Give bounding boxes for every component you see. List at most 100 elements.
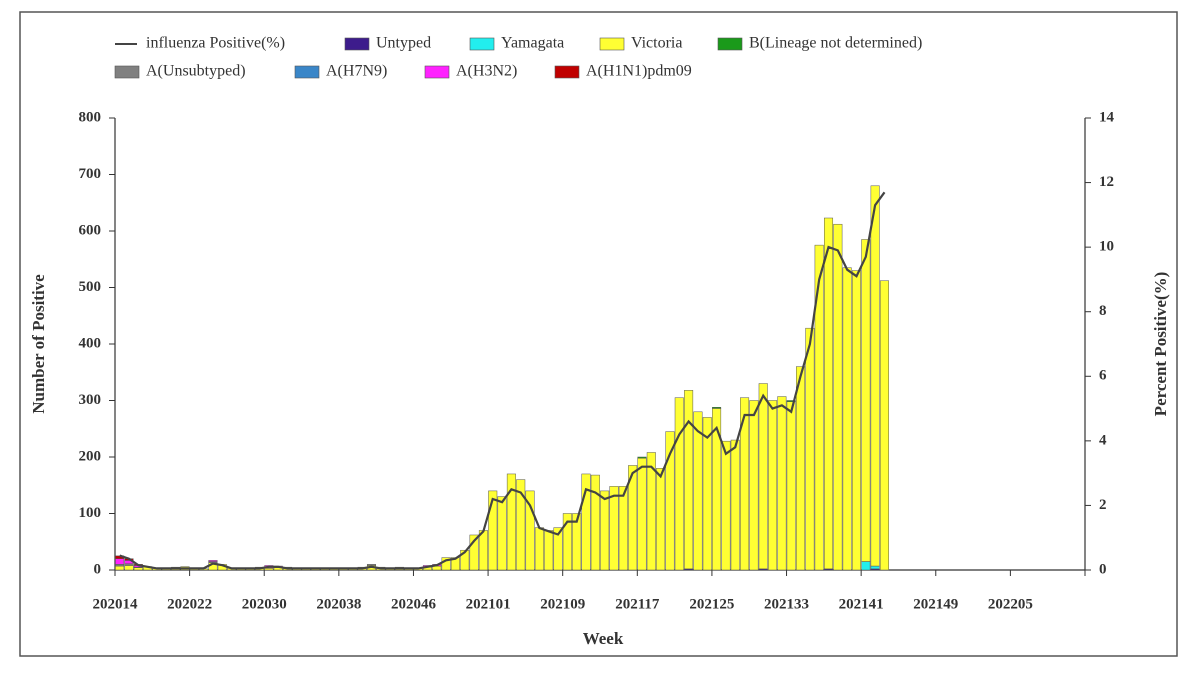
legend-label: A(H3N2) [456, 63, 517, 80]
x-axis-title: Week [583, 629, 624, 648]
bar-segment [600, 490, 610, 571]
bar-segment [786, 401, 796, 571]
x-tick-label: 202205 [988, 596, 1033, 612]
legend-label: Victoria [631, 35, 682, 52]
bar-segment [870, 185, 880, 567]
bar-segment [115, 564, 125, 567]
bar-segment [637, 457, 647, 571]
bar-segment [516, 479, 526, 571]
bar-segment [133, 567, 143, 571]
y-tick-label: 0 [94, 561, 102, 577]
y2-tick-label: 6 [1099, 368, 1107, 384]
bar-segment [208, 560, 218, 562]
legend-swatch [554, 65, 580, 79]
x-tick-label: 202038 [316, 596, 361, 612]
line-series [119, 191, 886, 570]
bar-segment [590, 474, 600, 571]
bar-segment [823, 217, 834, 570]
y-tick-label: 300 [79, 392, 102, 408]
bar-segment [469, 534, 479, 571]
y-tick-label: 200 [79, 448, 102, 464]
bar-segment [796, 366, 806, 571]
y2-tick-label: 12 [1099, 174, 1114, 190]
legend-label: Untyped [376, 35, 431, 52]
y-axis-title: Number of Positive [29, 274, 48, 414]
bar-segment [366, 564, 377, 566]
bar-segment [618, 486, 628, 571]
bar-segment [572, 513, 582, 571]
y-tick-label: 100 [79, 505, 102, 521]
bar-segment [740, 397, 750, 571]
bar-segment [637, 456, 647, 459]
x-tick-label: 202022 [167, 596, 212, 612]
bar-segment [581, 473, 591, 571]
x-tick-label: 202030 [242, 596, 287, 612]
bar-segment [814, 244, 824, 571]
y2-tick-label: 14 [1099, 109, 1115, 125]
legend-label: A(Unsubtyped) [146, 63, 246, 80]
x-tick-label: 202141 [839, 596, 884, 612]
bar-segment [488, 490, 498, 571]
x-tick-label: 202046 [391, 596, 437, 612]
bar-segment [879, 280, 889, 571]
bar-segment [842, 267, 852, 571]
legend-label: Yamagata [501, 35, 564, 52]
y2-tick-label: 2 [1099, 497, 1107, 513]
bar-segment [721, 440, 731, 571]
legend-swatch [469, 37, 495, 51]
bar-segment [786, 400, 796, 402]
bar-segment [693, 411, 703, 571]
y-tick-label: 400 [79, 335, 102, 351]
legend-swatch [114, 65, 140, 79]
legend-swatch [717, 37, 743, 51]
y-tick-label: 500 [79, 279, 102, 295]
y-tick-label: 800 [79, 109, 102, 125]
bar-segment [674, 397, 684, 571]
bar-segment [730, 439, 740, 571]
bar-segment [805, 327, 815, 571]
bar-segment [851, 270, 862, 571]
bar-segment [833, 223, 843, 571]
bar-segment [525, 490, 535, 571]
legend-swatch [599, 37, 625, 51]
y2-tick-label: 10 [1099, 239, 1114, 255]
bar-segment [497, 496, 507, 571]
y2-axis-title: Percent Positive(%) [1151, 272, 1170, 417]
y2-tick-label: 4 [1099, 432, 1107, 448]
bar-segment [870, 565, 880, 570]
legend-swatch [294, 65, 320, 79]
bar-segment [264, 568, 274, 571]
bar-segment [124, 563, 134, 566]
legend-label: A(H1N1)pdm09 [586, 63, 692, 80]
bar-segment [702, 417, 712, 571]
bar-segment [646, 452, 656, 571]
bar-segment [553, 527, 563, 571]
bar-segment [609, 486, 619, 571]
bar-segment [460, 549, 470, 571]
y2-tick-label: 8 [1099, 303, 1107, 319]
x-tick-label: 202125 [689, 596, 734, 612]
bar-segment [665, 431, 675, 571]
legend-label: A(H7N9) [326, 63, 387, 80]
bar-segment [562, 513, 572, 571]
x-tick-label: 202133 [764, 596, 809, 612]
y-tick-label: 600 [79, 222, 102, 238]
x-tick-label: 202101 [466, 596, 511, 612]
bar-segment [478, 530, 488, 571]
bar-segment [656, 468, 666, 571]
bar-segment [768, 400, 778, 571]
bar-segment [534, 527, 544, 571]
x-tick-label: 202014 [93, 596, 139, 612]
bar-segment [506, 473, 516, 571]
legend-swatch [344, 37, 370, 51]
bar-segment [758, 383, 768, 570]
x-tick-label: 202149 [913, 596, 958, 612]
bar-segment [712, 407, 722, 409]
bar-segment [544, 530, 554, 571]
legend-swatch [424, 65, 450, 79]
bar-segment [115, 565, 125, 571]
bar-segment [861, 561, 871, 571]
y-tick-label: 700 [79, 166, 102, 182]
